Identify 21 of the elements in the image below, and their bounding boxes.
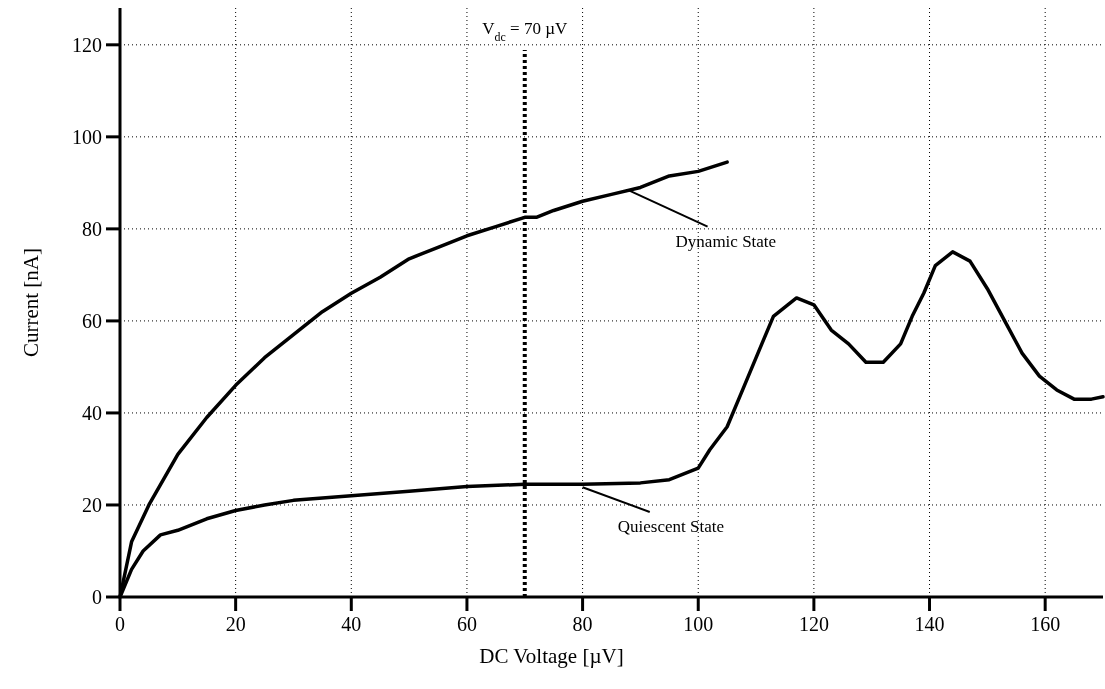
x-tick-label: 40 [341, 613, 362, 635]
x-tick-label: 140 [914, 613, 945, 635]
y-tick-label: 20 [82, 493, 102, 516]
x-tick-label: 0 [115, 613, 125, 635]
x-tick-label: 60 [456, 613, 477, 635]
y-tick-label: 40 [82, 401, 102, 424]
x-tick-label: 100 [683, 613, 714, 635]
y-tick-label: 80 [82, 217, 102, 240]
legend-label: Quiescent State [617, 516, 724, 536]
ref-line-label: V$_{dc}$ = 70 µV [482, 19, 568, 44]
x-axis-title: DC Voltage [µV] [479, 644, 624, 668]
x-tick-label: 80 [572, 613, 593, 635]
x-tick-label: 20 [225, 613, 246, 635]
x-tick-label: 120 [798, 613, 829, 635]
y-tick-label: 60 [82, 309, 102, 332]
y-axis-title: Current [nA] [19, 247, 43, 358]
y-tick-label: 0 [92, 586, 102, 608]
legend-label: Dynamic State [675, 231, 777, 251]
x-tick-label: 160 [1030, 613, 1061, 635]
y-tick-label: 120 [72, 33, 102, 56]
y-tick-label: 100 [72, 125, 102, 148]
